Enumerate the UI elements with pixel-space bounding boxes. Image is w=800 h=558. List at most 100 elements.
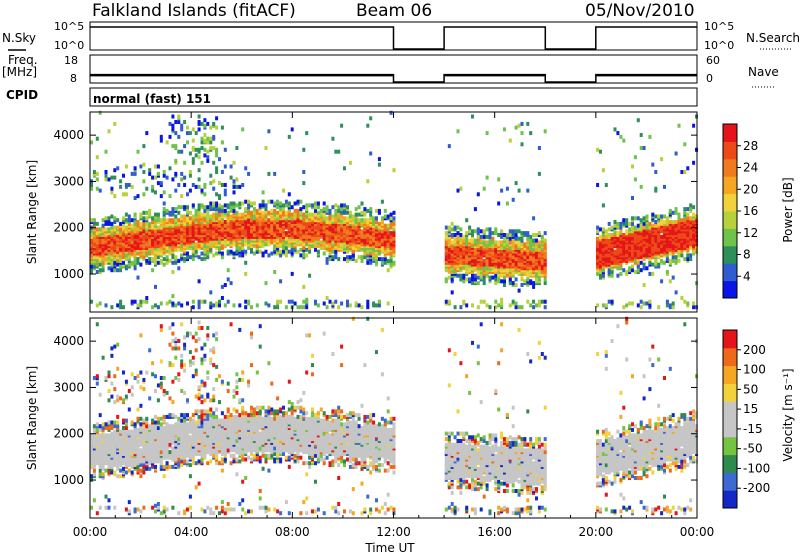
range-cell	[308, 246, 311, 250]
range-cell	[218, 237, 221, 241]
range-cell	[119, 222, 122, 226]
range-cell	[305, 248, 308, 252]
range-cell	[186, 255, 189, 259]
range-cell	[142, 378, 145, 382]
range-cell	[139, 404, 142, 408]
range-cell	[209, 205, 212, 209]
range-cell	[648, 226, 651, 230]
range-cell	[654, 220, 657, 224]
range-cell	[154, 509, 157, 513]
range-cell	[291, 252, 294, 256]
range-cell	[596, 272, 599, 276]
range-cell	[105, 227, 108, 231]
range-cell	[515, 266, 518, 270]
range-cell	[247, 218, 250, 222]
range-cell	[602, 303, 605, 307]
range-cell	[343, 203, 346, 207]
range-cell	[689, 246, 692, 250]
range-cell	[285, 250, 288, 254]
range-cell	[326, 216, 329, 220]
range-cell	[206, 140, 209, 144]
range-cell	[267, 253, 270, 257]
range-cell	[294, 213, 297, 217]
range-cell	[689, 207, 692, 211]
nsky-label: N.Sky	[2, 31, 36, 45]
range-cell	[480, 239, 483, 243]
range-cell	[640, 246, 643, 250]
range-cell	[96, 422, 99, 426]
range-cell	[209, 181, 212, 185]
range-cell	[637, 246, 640, 250]
range-cell	[489, 276, 492, 280]
range-cell	[262, 252, 265, 256]
range-cell	[678, 213, 681, 217]
range-cell	[139, 385, 142, 389]
range-cell	[221, 255, 224, 259]
range-cell	[494, 281, 497, 285]
range-cell	[471, 274, 474, 278]
range-cell	[660, 259, 663, 263]
range-cell	[494, 274, 497, 278]
range-cell	[128, 183, 131, 187]
range-cell	[273, 172, 276, 176]
range-cell	[148, 209, 151, 213]
range-cell	[198, 255, 201, 259]
range-cell	[521, 231, 524, 235]
range-cell	[215, 202, 218, 206]
range-cell	[142, 229, 145, 233]
range-cell	[160, 139, 163, 143]
range-cell	[166, 176, 169, 180]
range-cell	[451, 222, 454, 226]
range-cell	[308, 213, 311, 217]
range-cell	[259, 203, 262, 207]
range-cell	[640, 146, 643, 150]
range-cell	[619, 222, 622, 226]
range-cell	[171, 248, 174, 252]
range-cell	[108, 506, 111, 510]
range-cell	[96, 172, 99, 176]
range-cell	[363, 218, 366, 222]
range-cell	[331, 240, 334, 244]
range-cell	[99, 227, 102, 231]
range-cell	[218, 157, 221, 161]
range-cell	[678, 253, 681, 257]
range-cell	[122, 467, 125, 471]
range-cell	[125, 165, 128, 169]
range-cell	[265, 250, 268, 254]
range-cell	[616, 222, 619, 226]
range-cell	[390, 222, 393, 226]
range-cell	[631, 252, 634, 256]
range-cell	[230, 226, 233, 230]
range-cell	[233, 185, 236, 189]
power-ylabel: Slant Range [km]	[25, 160, 39, 264]
range-cell	[142, 300, 145, 304]
range-cell	[491, 240, 494, 244]
range-cell	[224, 239, 227, 243]
range-cell	[500, 240, 503, 244]
range-cell	[605, 183, 608, 187]
freq-tick-bottom: 8	[70, 72, 77, 85]
range-cell	[468, 268, 471, 272]
range-cell	[206, 255, 209, 259]
range-cell	[686, 226, 689, 230]
range-cell	[494, 227, 497, 231]
range-cell	[497, 279, 500, 283]
range-cell	[346, 250, 349, 254]
range-cell	[262, 190, 265, 194]
range-cell	[96, 231, 99, 235]
range-cell	[93, 170, 96, 174]
range-cell	[334, 150, 337, 154]
range-cell	[302, 148, 305, 152]
range-cell	[634, 216, 637, 220]
range-cell	[526, 231, 529, 235]
range-cell	[99, 252, 102, 256]
range-cell	[186, 231, 189, 235]
range-cell	[657, 215, 660, 219]
range-cell	[203, 213, 206, 217]
range-cell	[503, 279, 506, 283]
nsearch-tick-bottom: 10^0	[704, 39, 734, 52]
range-cell	[198, 279, 201, 283]
range-cell	[145, 424, 148, 428]
range-cell	[93, 424, 96, 428]
range-cell	[634, 177, 637, 181]
